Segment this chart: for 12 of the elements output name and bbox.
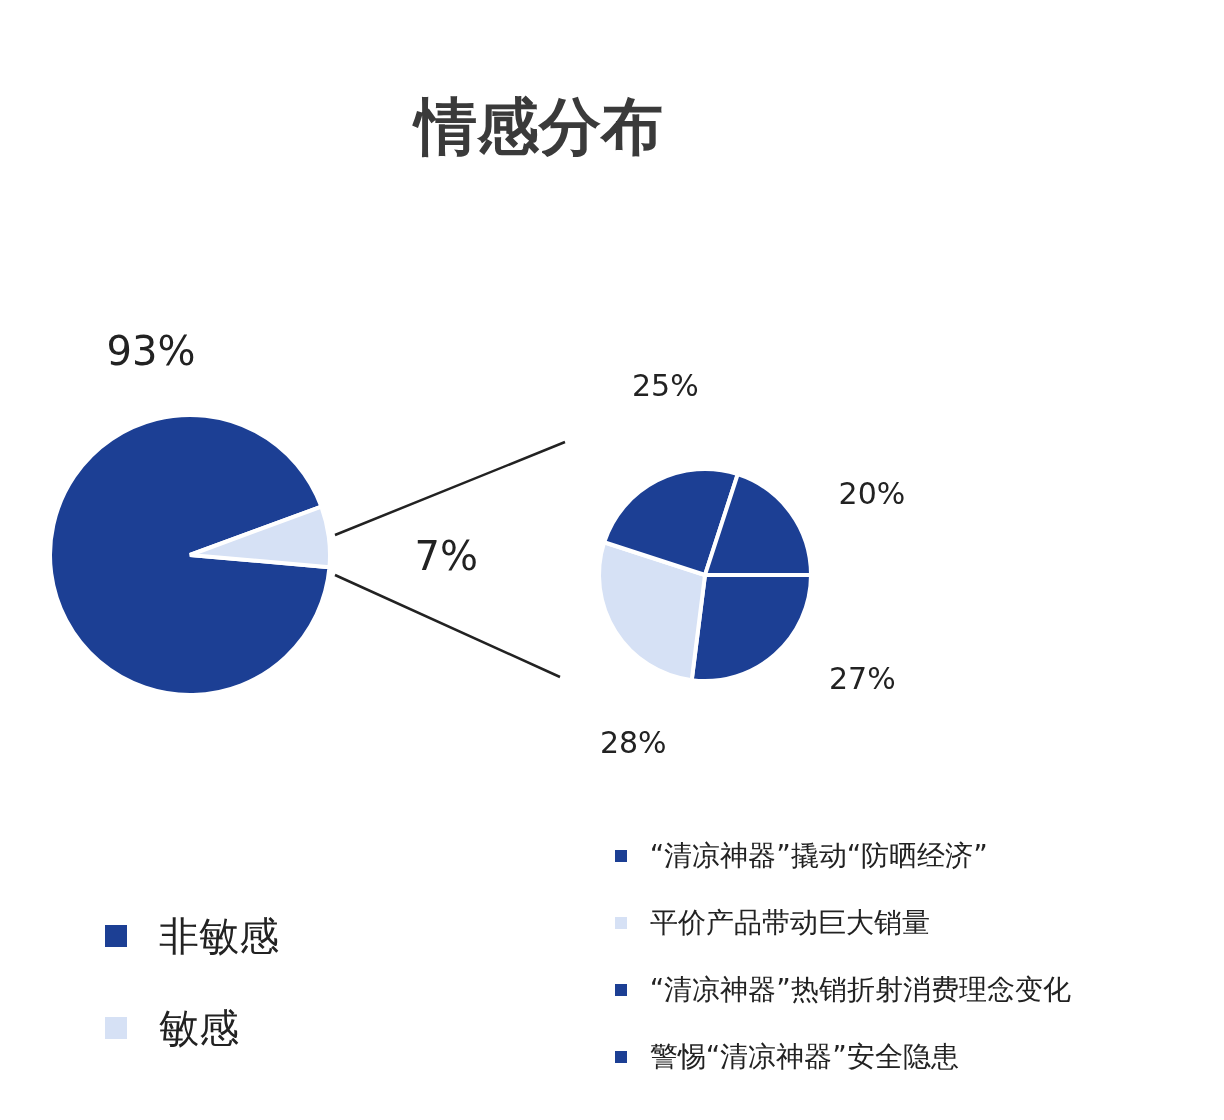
data-label: 28% xyxy=(599,724,667,760)
legend-label: 警惕“清凉神器”安全隐患 xyxy=(649,1038,959,1075)
data-label: 25% xyxy=(631,368,699,404)
legend-label: 平价产品带动巨大销量 xyxy=(649,904,930,941)
data-label: 7% xyxy=(414,532,478,579)
legend-label: “清凉神器”热销折射消费理念变化 xyxy=(649,971,1071,1008)
legend-label: “清凉神器”撬动“防晒经济” xyxy=(649,837,988,874)
data-label: 27% xyxy=(828,660,896,696)
data-label: 93% xyxy=(106,327,196,374)
data-label: 20% xyxy=(838,476,906,512)
legend-label: 非敏感 xyxy=(158,911,279,961)
legend-label: 敏感 xyxy=(158,1003,239,1053)
